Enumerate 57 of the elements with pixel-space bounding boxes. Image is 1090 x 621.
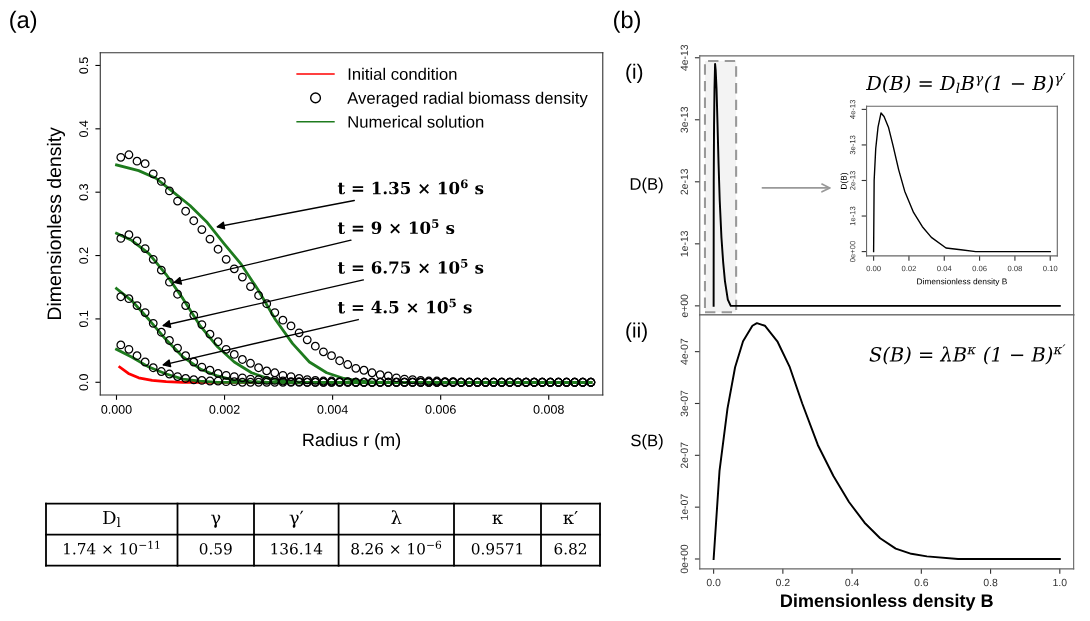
- annotation: t = 9 × 10$^{5}$ s: [337, 219, 455, 235]
- text: κ′: [563, 510, 578, 525]
- annotation: D(B) = D$_{l}$B$^{γ}$(1 − B)$^{γ′}$: [865, 73, 1066, 94]
- y-tick-label: 0.5: [79, 57, 89, 74]
- x-tick-label: 0.004: [317, 405, 348, 414]
- y-tick-label: e+00: [680, 294, 688, 318]
- text: λ: [391, 510, 402, 525]
- x-tick-label: 0.8: [983, 578, 998, 587]
- y-tick-label: 3e-07: [680, 390, 688, 417]
- y-tick-label: 0.1: [79, 310, 89, 328]
- y-axis-title: S(B): [631, 434, 663, 450]
- text: γ′: [289, 510, 304, 528]
- text: 8.26 × 10$^{−6}$: [351, 540, 442, 555]
- text: 1.74 × 10$^{−11}$: [64, 540, 160, 555]
- y-tick-label: 0.3: [79, 184, 89, 201]
- text: 6.82: [554, 543, 587, 555]
- text: κ: [492, 514, 503, 525]
- y-tick-label: 2e-07: [680, 442, 688, 469]
- y-tick-label: 0e+00: [680, 544, 688, 574]
- y-tick-label: 0.4: [79, 120, 89, 138]
- x-axis-title: Dimensionless density B: [781, 593, 993, 611]
- text: 0.9571: [471, 543, 523, 555]
- annotation: t = 4.5 × 10$^{5}$ s: [337, 298, 472, 314]
- annotation: t = 1.35 × 10$^{6}$ s: [337, 179, 484, 195]
- y-tick-label: 0.0: [79, 374, 89, 391]
- x-tick-label: 1.0: [1053, 578, 1067, 587]
- legend-label: Numerical solution: [348, 115, 484, 128]
- y-tick-label: 3e-13: [680, 106, 688, 133]
- y-tick-label: 4e-13: [680, 44, 688, 71]
- legend-label: Initial condition: [348, 67, 457, 81]
- y-axis-title: Dimensionless density: [46, 127, 66, 319]
- text: (b): [614, 10, 640, 33]
- annotation: t = 6.75 × 10$^{5}$ s: [337, 258, 484, 274]
- legend-label: Averaged radial biomass density: [347, 91, 588, 108]
- x-axis-title: Radius r (m): [303, 433, 401, 450]
- y-tick-label: 1e-07: [680, 494, 688, 520]
- x-axis-title: Dimensionless density B: [917, 278, 1007, 287]
- text: D$_{l}$: [103, 510, 121, 527]
- y-tick-label: 4e-07: [680, 338, 688, 365]
- y-tick-label: 2e-13: [680, 168, 688, 195]
- text: γ: [211, 514, 221, 528]
- text: 0.59: [199, 543, 232, 555]
- x-tick-label: 0.008: [533, 405, 564, 414]
- x-tick-label: 0.0: [706, 578, 721, 587]
- annotation: S(B) = λB$^{κ}$ (1 − B)$^{κ′}$: [869, 344, 1066, 365]
- x-tick-label: 0.2: [776, 578, 790, 587]
- x-tick-label: 0.000: [101, 405, 132, 414]
- text: 136.14: [271, 543, 323, 555]
- chart-title: (ii): [626, 322, 647, 342]
- x-tick-label: 0.6: [914, 578, 929, 587]
- x-tick-label: 0.006: [425, 405, 456, 414]
- x-tick-label: 0.002: [209, 405, 240, 414]
- y-tick-label: 1e-13: [680, 230, 688, 257]
- y-axis-title: D(B): [630, 177, 663, 194]
- y-axis-title: D(B): [840, 172, 849, 189]
- chart-title: (a): [10, 10, 37, 33]
- chart-title: (i): [626, 63, 643, 84]
